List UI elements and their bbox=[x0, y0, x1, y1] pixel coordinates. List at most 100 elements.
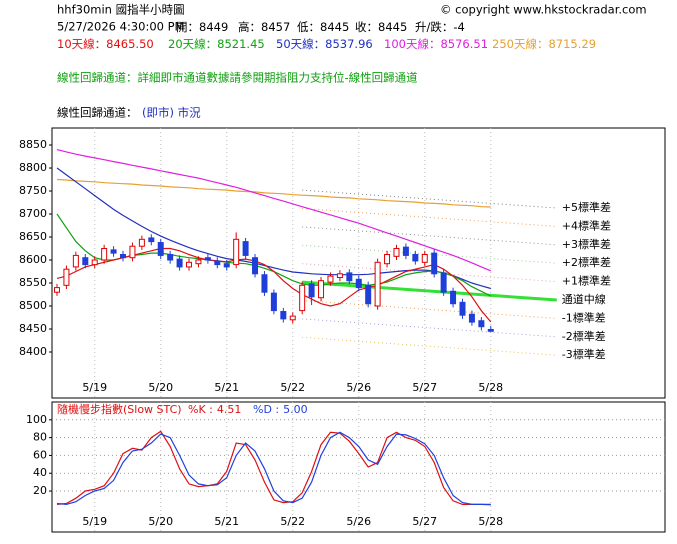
y-tick-label: 8500 bbox=[19, 299, 47, 312]
copyright: © copyright www.hkstockradar.com bbox=[440, 3, 647, 17]
channel-line bbox=[302, 244, 557, 264]
y-tick-label: 8700 bbox=[19, 207, 47, 220]
candle-body bbox=[214, 260, 221, 266]
channel-label: -2標準差 bbox=[562, 329, 606, 343]
candle-body bbox=[63, 268, 70, 286]
chart-title: hhf30min 國指半小時圖 bbox=[57, 3, 185, 17]
legend-value: 4.51 bbox=[217, 403, 242, 416]
y-tick-label: 8850 bbox=[19, 138, 47, 151]
candle-body bbox=[101, 248, 108, 261]
candle-body bbox=[223, 263, 230, 268]
channel-line bbox=[302, 226, 557, 246]
panel-title: 隨機慢步指數(Slow STC) bbox=[57, 402, 182, 416]
candle-body bbox=[129, 245, 136, 259]
quote-item: 升/跌：-4 bbox=[415, 20, 465, 34]
ma-line bbox=[56, 247, 492, 323]
candle-body bbox=[167, 253, 174, 261]
quote-label: 升/跌： bbox=[415, 20, 453, 34]
legend-item: 100天線：8576.51 bbox=[384, 37, 488, 51]
x-tick-label: 5/26 bbox=[346, 515, 371, 528]
legend-label: 250天線： bbox=[492, 37, 548, 51]
candle-body bbox=[204, 257, 211, 261]
quote-label: 開： bbox=[176, 20, 199, 34]
candle-body bbox=[355, 278, 362, 289]
candle-body bbox=[110, 249, 117, 254]
candle-body bbox=[233, 238, 240, 266]
channel-line bbox=[302, 189, 557, 209]
candle-body bbox=[195, 259, 202, 265]
candle-body bbox=[186, 261, 193, 268]
candle-body bbox=[365, 284, 372, 305]
legend-label: 100天線： bbox=[384, 37, 440, 51]
candle-body bbox=[468, 313, 475, 323]
channel-line bbox=[302, 299, 557, 319]
y-tick-label: 8550 bbox=[19, 276, 47, 289]
quote-item: 高：8457 bbox=[238, 20, 290, 34]
candle-body bbox=[431, 252, 438, 275]
candle-body bbox=[252, 257, 259, 275]
channel-line bbox=[302, 318, 557, 338]
quote-value: -4 bbox=[453, 20, 464, 34]
x-tick-label: 5/20 bbox=[148, 515, 173, 528]
channel-label: +2標準差 bbox=[562, 255, 611, 269]
quote-value: 8445 bbox=[320, 20, 349, 34]
y-tick-label: 8400 bbox=[19, 345, 47, 358]
x-tick-label: 5/28 bbox=[478, 515, 503, 528]
x-tick-label: 5/19 bbox=[82, 381, 107, 394]
legend-value: 8715.29 bbox=[548, 37, 596, 51]
channel-line bbox=[302, 263, 557, 283]
stc-line bbox=[56, 431, 491, 506]
legend-label: 20天線： bbox=[168, 37, 217, 51]
quote-label: 高： bbox=[238, 20, 261, 34]
channel-label: -3標準差 bbox=[562, 347, 606, 361]
y-tick-label: 8650 bbox=[19, 230, 47, 243]
quote-label: 低： bbox=[297, 20, 320, 34]
legend-item: 20天線：8521.45 bbox=[168, 37, 265, 51]
candle-body bbox=[327, 275, 334, 283]
y-tick-label: 8450 bbox=[19, 322, 47, 335]
candle-body bbox=[487, 328, 494, 332]
candle-body bbox=[374, 261, 381, 307]
quote-value: 8449 bbox=[199, 20, 228, 34]
candle-body bbox=[393, 248, 400, 257]
candle-body bbox=[289, 315, 296, 321]
candle-body bbox=[54, 287, 60, 293]
y-tick-label: 60 bbox=[33, 448, 47, 461]
candle-body bbox=[82, 257, 89, 266]
channel-label: -1標準差 bbox=[562, 310, 606, 324]
candle-body bbox=[384, 253, 391, 265]
quote-item: 低：8445 bbox=[297, 20, 349, 34]
legend-item: 50天線：8537.96 bbox=[276, 37, 373, 51]
x-tick-label: 5/22 bbox=[280, 381, 305, 394]
y-tick-label: 8800 bbox=[19, 161, 47, 174]
x-tick-label: 5/19 bbox=[82, 515, 107, 528]
channel-label: +5標準差 bbox=[562, 200, 611, 214]
candle-body bbox=[261, 274, 268, 293]
channel-center bbox=[302, 280, 557, 302]
candle-body bbox=[72, 254, 79, 268]
candle-body bbox=[138, 238, 145, 247]
quote-item: 收：8445 bbox=[355, 20, 407, 34]
legend-value: 8576.51 bbox=[440, 37, 488, 51]
candle-body bbox=[318, 280, 325, 299]
candle-body bbox=[402, 246, 409, 256]
candle-body bbox=[450, 290, 457, 305]
x-tick-label: 5/21 bbox=[214, 381, 239, 394]
quote-value: 8457 bbox=[261, 20, 290, 34]
channel-title: 線性回歸通道： bbox=[57, 106, 138, 120]
legend-label: %D : bbox=[253, 403, 279, 416]
candle-body bbox=[280, 311, 287, 320]
y-tick-label: 8750 bbox=[19, 184, 47, 197]
channel-title-live: (即市) 市況 bbox=[142, 106, 201, 120]
y-tick-label: 80 bbox=[33, 431, 47, 444]
channel-line bbox=[302, 207, 557, 227]
candle-body bbox=[157, 242, 164, 256]
legend-value: 5.00 bbox=[283, 403, 308, 416]
legend-value: 8537.96 bbox=[325, 37, 373, 51]
x-tick-label: 5/27 bbox=[412, 515, 437, 528]
candle-body bbox=[459, 301, 466, 316]
channel-label: 通道中線 bbox=[562, 292, 606, 306]
legend-value: 8465.50 bbox=[106, 37, 154, 51]
x-tick-label: 5/26 bbox=[346, 381, 371, 394]
